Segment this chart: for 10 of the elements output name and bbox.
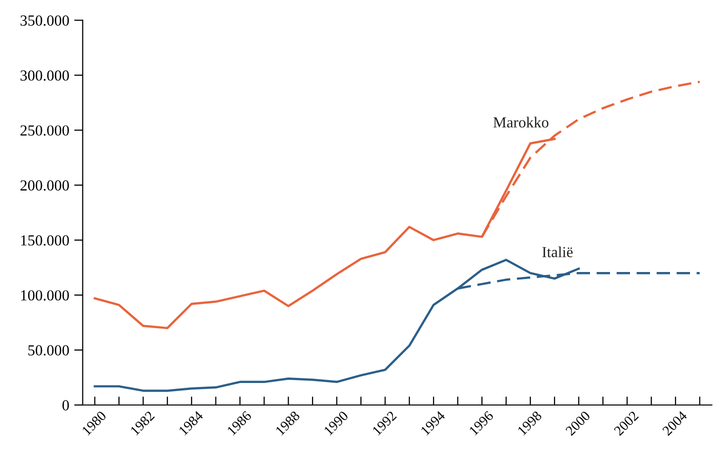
y-tick-label: 250.000 [20,125,69,136]
y-tick-label: 150.000 [21,235,69,246]
series-label: Italië [542,246,573,258]
y-tick-label: 200.000 [20,180,69,191]
y-tick-label: 0 [62,400,69,410]
y-tick-label: 350.000 [20,15,69,26]
y-tick-label: 300.000 [20,70,69,81]
y-tick-label: 100.000 [21,290,69,301]
series-label: Marokko [493,116,548,128]
y-tick-label: 50.000 [28,345,69,356]
